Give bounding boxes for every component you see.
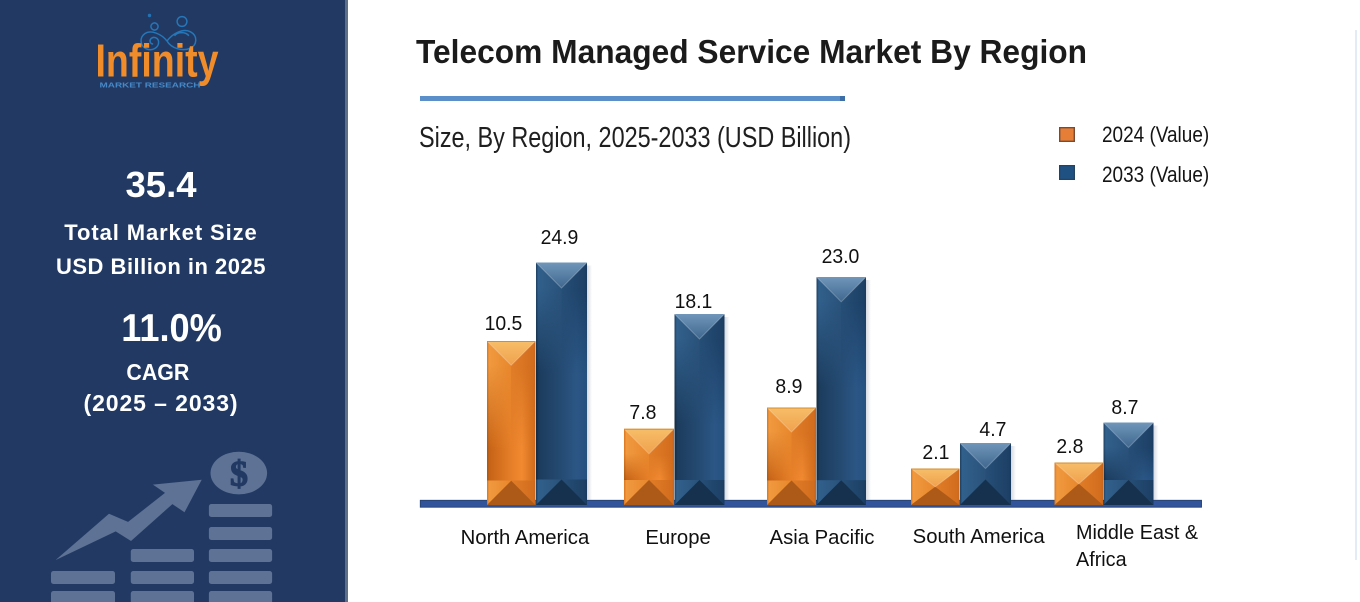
svg-text:MARKET RESEARCH: MARKET RESEARCH [100,81,201,90]
svg-text:Infinity: Infinity [96,35,219,87]
svg-text:$: $ [230,454,248,494]
